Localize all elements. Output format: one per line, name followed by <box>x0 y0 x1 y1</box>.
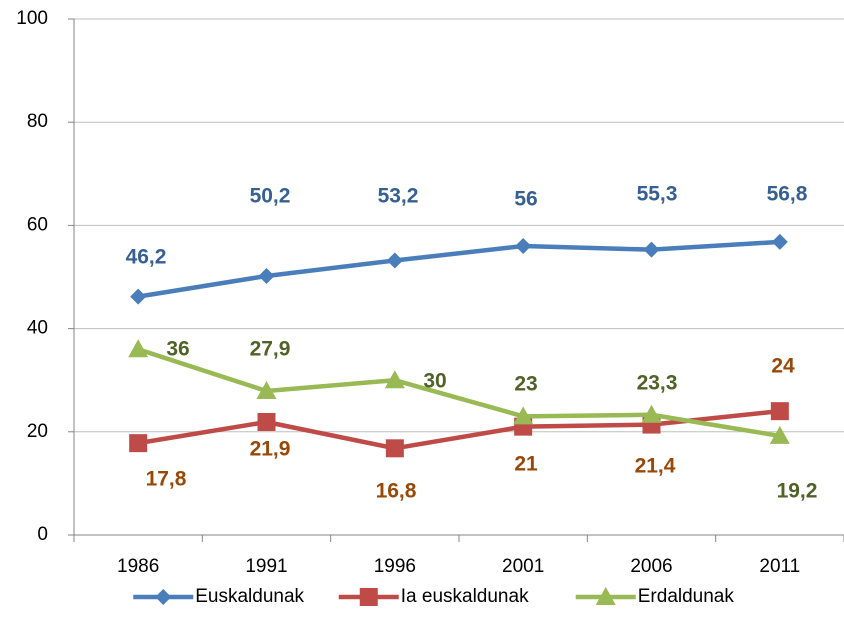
value-label: 19,2 <box>777 480 818 503</box>
marker <box>595 587 616 605</box>
x-tick-label: 2006 <box>630 556 672 577</box>
marker <box>513 406 534 425</box>
x-tick-label: 1996 <box>374 556 416 577</box>
value-label: 21,4 <box>635 455 676 478</box>
marker <box>258 267 275 284</box>
marker <box>359 588 378 606</box>
y-tick-label: 40 <box>27 318 48 339</box>
legend-label: Euskaldunak <box>195 586 304 607</box>
marker <box>643 241 660 258</box>
y-tick-label: 60 <box>27 214 48 235</box>
marker <box>257 412 276 431</box>
marker <box>386 252 403 269</box>
value-label: 50,2 <box>250 185 291 208</box>
y-tick-label: 20 <box>27 421 48 442</box>
y-tick-label: 0 <box>37 524 48 545</box>
marker <box>384 370 405 389</box>
marker <box>769 425 790 444</box>
y-tick-label: 100 <box>16 8 48 29</box>
marker <box>385 439 404 458</box>
marker <box>256 381 277 400</box>
value-label: 46,2 <box>126 246 167 269</box>
marker <box>129 434 148 453</box>
x-tick-label: 1986 <box>117 556 159 577</box>
marker <box>155 589 172 605</box>
value-label: 23 <box>514 373 537 396</box>
series-line <box>137 408 781 451</box>
value-label: 21 <box>514 453 538 476</box>
value-label: 17,8 <box>146 468 187 491</box>
legend-label: Erdaldunak <box>638 586 735 607</box>
value-label: 56,8 <box>767 183 808 206</box>
legend-label: Ia euskaldunak <box>401 586 529 607</box>
marker <box>130 288 147 305</box>
x-tick-label: 1991 <box>245 556 287 577</box>
value-label: 16,8 <box>376 480 417 503</box>
value-label: 23,3 <box>637 372 678 395</box>
value-label: 30 <box>423 370 446 393</box>
series-line <box>137 347 781 439</box>
value-label: 53,2 <box>378 185 419 208</box>
value-label: 56 <box>514 188 537 211</box>
value-label: 27,9 <box>250 338 291 361</box>
x-tick-label: 2011 <box>759 556 800 577</box>
value-label: 21,9 <box>250 438 291 461</box>
y-tick-label: 80 <box>27 111 48 132</box>
value-label: 55,3 <box>637 183 678 206</box>
marker <box>770 402 789 421</box>
marker <box>771 233 788 250</box>
value-label: 36 <box>166 338 189 361</box>
marker <box>641 404 662 423</box>
x-tick-label: 2001 <box>502 556 544 577</box>
marker <box>515 238 532 255</box>
marker <box>128 339 149 358</box>
value-label: 24 <box>771 355 795 378</box>
series-line <box>137 239 780 299</box>
